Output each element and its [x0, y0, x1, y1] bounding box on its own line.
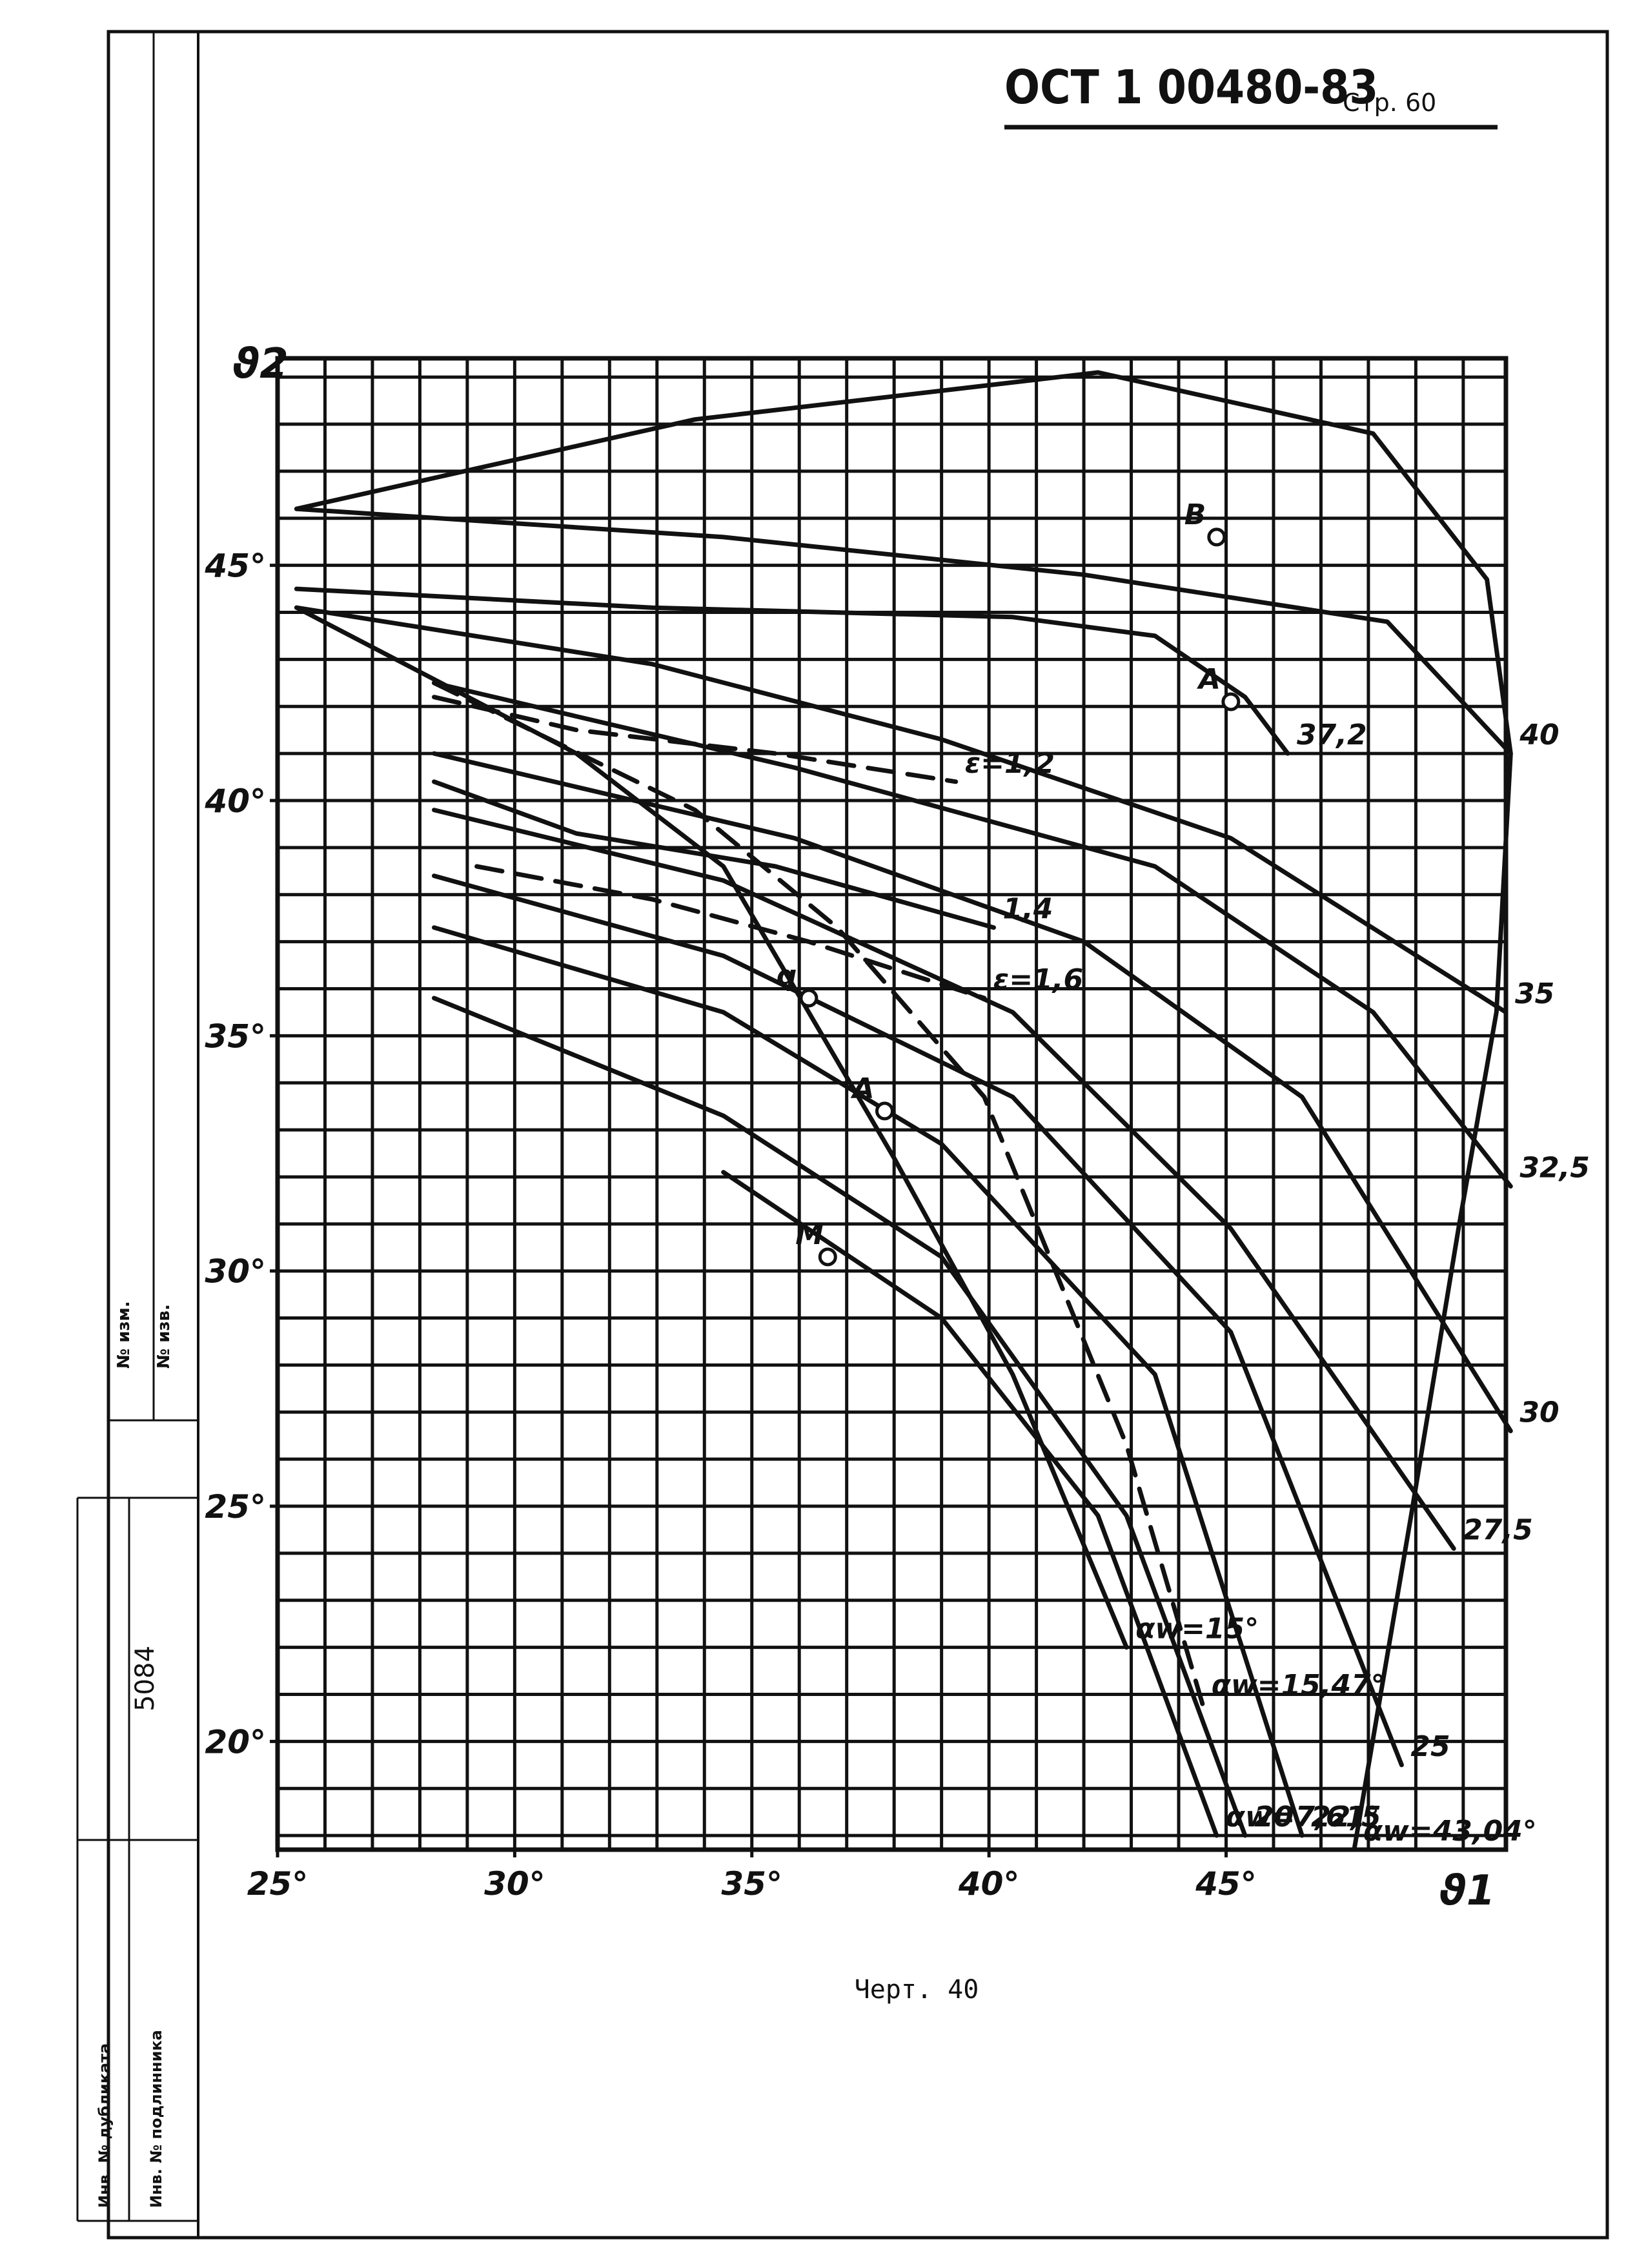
sidebar-number: 5084: [130, 1646, 160, 1711]
point-label: q: [777, 959, 797, 992]
curve: [432, 808, 1456, 1551]
chart: 25° 30° 35° 40° 45° 20° 25° 30° 35° 40° 45° ϑ2 ϑ1 αw=…: [204, 340, 1590, 1915]
point-label: A: [1197, 663, 1221, 696]
y-axis-label: ϑ2: [232, 340, 289, 388]
curve: [294, 586, 1290, 756]
curve: [432, 873, 1404, 1768]
point: [875, 1101, 894, 1121]
curve-label: 37,2: [1297, 719, 1367, 751]
curve: [294, 605, 1509, 1015]
curve: [432, 751, 1513, 1433]
curve-label: 20: [1254, 1801, 1294, 1834]
curve-label: αw=7,61°: [1226, 1801, 1379, 1834]
curve: [432, 925, 1305, 1838]
curve-label: 1,4: [1002, 893, 1053, 926]
curve-label: 40: [1519, 719, 1559, 751]
curve: [432, 779, 996, 930]
x-tick-label: 45°: [1195, 1865, 1257, 1903]
curve-label: 32,5: [1519, 1152, 1590, 1185]
frame: [107, 30, 1609, 2240]
curve-label: αw=15°: [1135, 1613, 1259, 1646]
point: [799, 988, 818, 1008]
point-label: A: [850, 1072, 874, 1105]
x-axis-label: ϑ1: [1439, 1867, 1495, 1915]
sidebar-cell: Инв. № дубликата: [96, 2043, 114, 2208]
curve: [432, 996, 1248, 1838]
caption: Черт. 40: [855, 1975, 979, 2005]
curve-label: 35: [1515, 977, 1554, 1010]
curve-label: 25: [1410, 1730, 1450, 1763]
y-tick-label: 40°: [204, 782, 266, 820]
curve: [294, 506, 1513, 756]
point: [818, 1247, 837, 1267]
doc-code: ОСТ 1 00480-83: [1004, 60, 1378, 114]
curve-label: 27,5: [1463, 1514, 1533, 1547]
x-tick-label: 30°: [484, 1865, 545, 1903]
point: [1221, 692, 1241, 711]
curve-label: ε=1,2: [965, 747, 1055, 780]
curve: [432, 680, 1205, 1706]
curve-label: ε=1,6: [993, 963, 1083, 996]
curve-label: αw=15,47°: [1212, 1669, 1385, 1702]
curve: [432, 695, 959, 784]
curve-label: 22,5: [1311, 1801, 1381, 1834]
point-label: M: [795, 1218, 824, 1251]
curve: [294, 370, 1513, 1852]
y-tick-label: 30°: [205, 1253, 266, 1291]
sidebar-cell: № изв.: [154, 1304, 174, 1369]
sidebar-cell: № изм.: [114, 1301, 134, 1369]
y-tick-label: 35°: [205, 1017, 266, 1055]
y-tick-label: 25°: [205, 1488, 266, 1526]
y-tick-label: 45°: [204, 547, 266, 585]
curve: [474, 864, 987, 1001]
x-tick-label: 25°: [247, 1865, 309, 1903]
sidebar-cell: Инв. № подлинника: [147, 2030, 165, 2208]
curve: [721, 1170, 1219, 1838]
curve-label: 30: [1519, 1396, 1559, 1429]
plot-border: [275, 356, 1509, 1852]
point-label: B: [1184, 498, 1206, 531]
page-number: Стр. 60: [1343, 88, 1436, 117]
x-tick-label: 35°: [721, 1865, 782, 1903]
x-tick-label: 40°: [958, 1865, 1020, 1903]
point: [1207, 527, 1226, 547]
curve-label: αw=43,04°: [1363, 1815, 1537, 1848]
y-tick-label: 20°: [205, 1723, 266, 1761]
